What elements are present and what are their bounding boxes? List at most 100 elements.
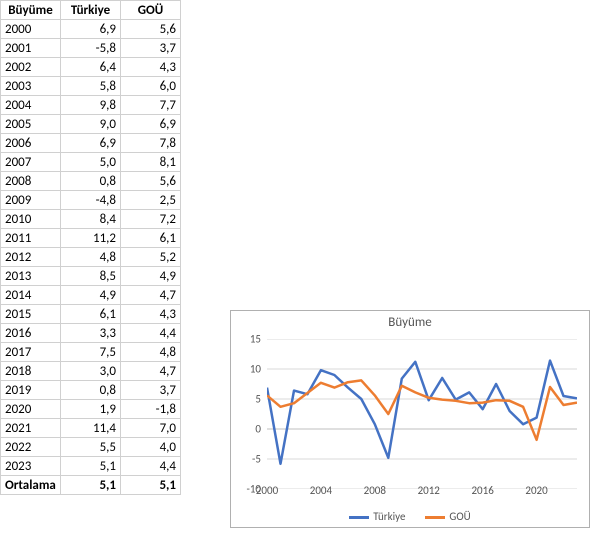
table-cell: 5,0 (61, 153, 121, 172)
table-cell: 9,8 (61, 96, 121, 115)
chart-title: Büyüme (231, 315, 589, 330)
legend-label: Türkiye (373, 510, 405, 523)
table-cell: 2006 (1, 134, 61, 153)
table-cell: 3,0 (61, 362, 121, 381)
table-cell: 2019 (1, 381, 61, 400)
table-header: GOÜ (121, 1, 181, 20)
table-cell: 7,7 (121, 96, 181, 115)
legend-swatch (425, 516, 445, 519)
legend-item: Türkiye (349, 510, 405, 523)
table-cell: 4,3 (121, 58, 181, 77)
table-cell: 7,8 (121, 134, 181, 153)
legend-swatch (349, 516, 369, 519)
table-cell: 11,4 (61, 419, 121, 438)
table-cell: 5,5 (61, 438, 121, 457)
table-cell: 4,9 (61, 286, 121, 305)
table-cell: 2020 (1, 400, 61, 419)
table-cell: 6,9 (61, 20, 121, 39)
table-cell: 2011 (1, 229, 61, 248)
table-cell: 2014 (1, 286, 61, 305)
table-cell: 4,0 (121, 438, 181, 457)
chart-ytick: 5 (233, 393, 261, 406)
chart-series-line (267, 361, 577, 464)
table-cell: 2023 (1, 457, 61, 476)
growth-chart: Büyüme -10-5051015 200020042008201220162… (230, 310, 590, 528)
table-cell: 3,7 (121, 39, 181, 58)
table-cell: -1,8 (121, 400, 181, 419)
chart-xtick: 2020 (525, 484, 547, 497)
table-cell: 2004 (1, 96, 61, 115)
table-cell: 4,7 (121, 362, 181, 381)
table-cell: 7,5 (61, 343, 121, 362)
table-cell: 8,1 (121, 153, 181, 172)
table-cell: 8,5 (61, 267, 121, 286)
table-cell: 2001 (1, 39, 61, 58)
table-cell: 6,9 (61, 134, 121, 153)
table-cell: 2010 (1, 210, 61, 229)
table-cell: 2012 (1, 248, 61, 267)
table-cell: 2015 (1, 305, 61, 324)
table-cell: 2016 (1, 324, 61, 343)
table-cell: 5,6 (121, 20, 181, 39)
table-header: Türkiye (61, 1, 121, 20)
table-cell: 2000 (1, 20, 61, 39)
table-cell: 5,2 (121, 248, 181, 267)
chart-legend: Türkiye GOÜ (231, 510, 589, 523)
table-cell: 6,1 (121, 229, 181, 248)
table-cell: -4,8 (61, 191, 121, 210)
chart-ytick: 10 (233, 363, 261, 376)
table-cell: 2003 (1, 77, 61, 96)
table-cell: 9,0 (61, 115, 121, 134)
chart-plot-area (267, 339, 577, 489)
table-footer-cell: Ortalama (1, 476, 61, 495)
chart-series-line (267, 380, 577, 439)
chart-xtick: 2000 (256, 484, 278, 497)
legend-label: GOÜ (449, 510, 470, 523)
chart-ytick: -5 (233, 453, 261, 466)
table-cell: 6,1 (61, 305, 121, 324)
table-cell: 5,6 (121, 172, 181, 191)
chart-xtick: 2016 (471, 484, 493, 497)
chart-ytick: 15 (233, 333, 261, 346)
table-cell: 4,4 (121, 324, 181, 343)
table-cell: 2021 (1, 419, 61, 438)
chart-ytick: 0 (233, 423, 261, 436)
table-cell: 2008 (1, 172, 61, 191)
table-cell: 6,9 (121, 115, 181, 134)
table-cell: 3,7 (121, 381, 181, 400)
table-cell: 4,8 (61, 248, 121, 267)
table-cell: 2005 (1, 115, 61, 134)
chart-xtick: 2012 (418, 484, 440, 497)
chart-xtick: 2004 (310, 484, 332, 497)
table-footer-cell: 5,1 (61, 476, 121, 495)
table-cell: 2018 (1, 362, 61, 381)
table-cell: 7,0 (121, 419, 181, 438)
table-cell: 8,4 (61, 210, 121, 229)
table-cell: 2007 (1, 153, 61, 172)
table-cell: 0,8 (61, 172, 121, 191)
table-cell: 11,2 (61, 229, 121, 248)
table-cell: 2017 (1, 343, 61, 362)
table-cell: 5,8 (61, 77, 121, 96)
table-cell: 4,4 (121, 457, 181, 476)
table-cell: 2022 (1, 438, 61, 457)
table-cell: 0,8 (61, 381, 121, 400)
table-cell: 4,8 (121, 343, 181, 362)
table-cell: 6,0 (121, 77, 181, 96)
table-footer-cell: 5,1 (121, 476, 181, 495)
table-cell: 2009 (1, 191, 61, 210)
table-cell: 2002 (1, 58, 61, 77)
table-cell: 7,2 (121, 210, 181, 229)
table-cell: 5,1 (61, 457, 121, 476)
table-cell: 3,3 (61, 324, 121, 343)
chart-xtick: 2008 (364, 484, 386, 497)
table-cell: -5,8 (61, 39, 121, 58)
table-cell: 4,3 (121, 305, 181, 324)
table-cell: 6,4 (61, 58, 121, 77)
table-cell: 1,9 (61, 400, 121, 419)
data-table: BüyümeTürkiyeGOÜ20006,95,62001-5,83,7200… (0, 0, 181, 495)
legend-item: GOÜ (425, 510, 470, 523)
table-cell: 2013 (1, 267, 61, 286)
table-cell: 4,9 (121, 267, 181, 286)
table-header: Büyüme (1, 1, 61, 20)
